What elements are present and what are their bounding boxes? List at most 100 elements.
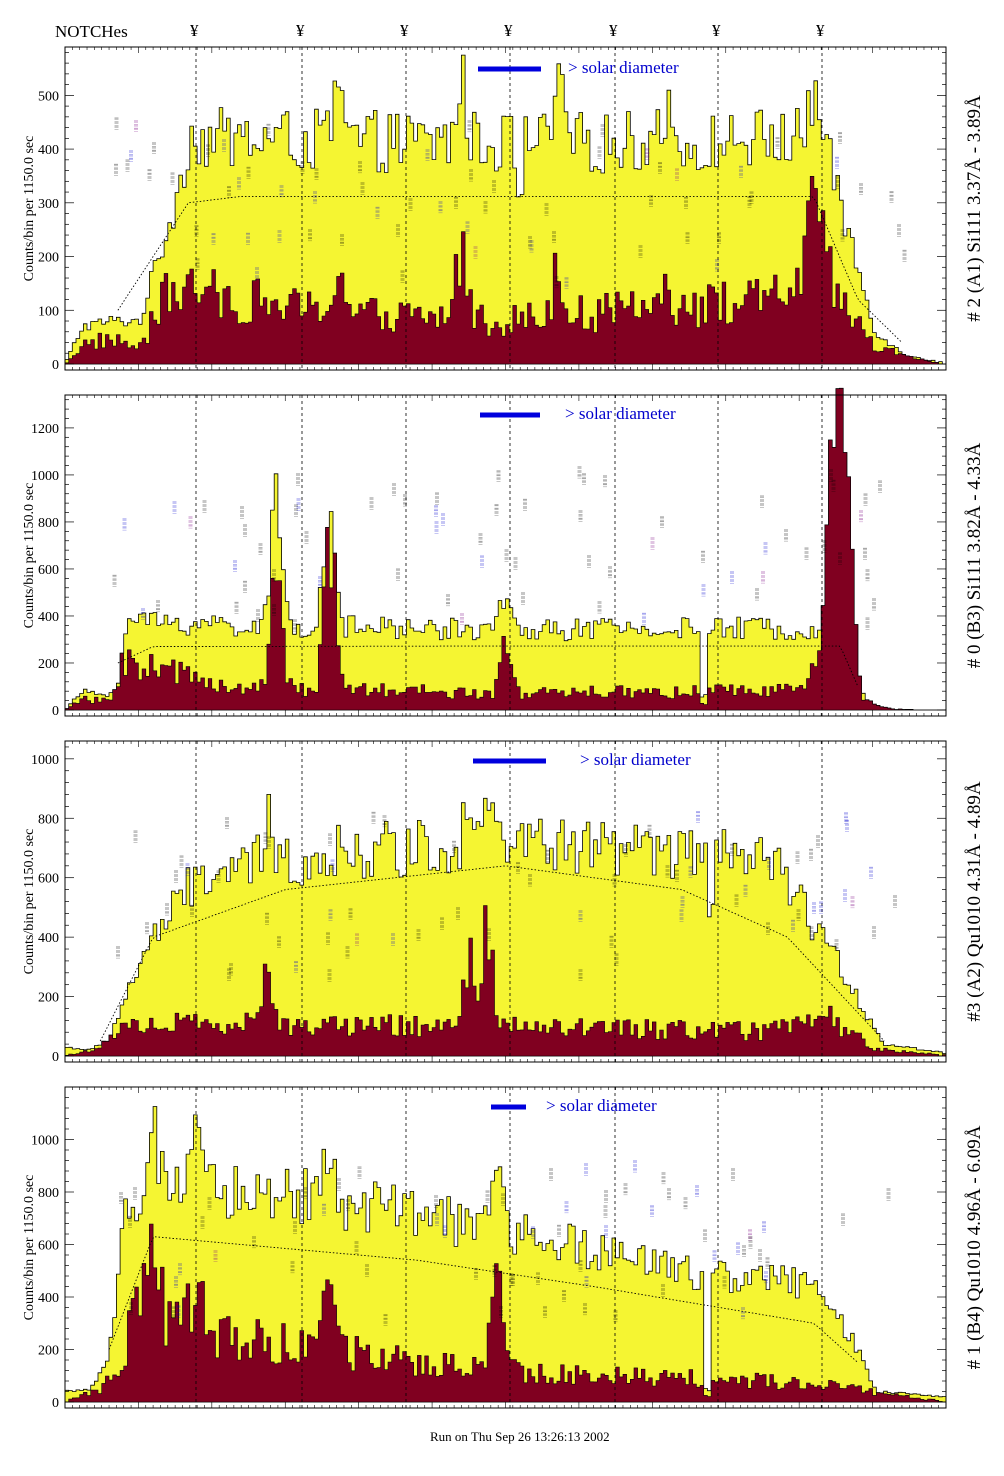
line-annotation-mark: | ||| ||| ||| bbox=[545, 850, 550, 862]
line-annotation-mark: | ||| ||| ||| bbox=[665, 865, 670, 877]
line-annotation-mark: | ||| ||| ||| bbox=[858, 510, 863, 522]
line-annotation-mark: | ||| ||| ||| bbox=[242, 581, 247, 593]
line-annotation-mark: | ||| ||| ||| bbox=[527, 236, 532, 248]
line-annotation-mark: | ||| ||| ||| bbox=[868, 867, 873, 879]
line-annotation-mark: | ||| ||| ||| bbox=[329, 859, 334, 871]
line-annotation-mark: | ||| ||| ||| bbox=[459, 613, 464, 625]
line-annotation-mark: | ||| ||| ||| bbox=[496, 470, 501, 482]
line-annotation-mark: | ||| ||| ||| bbox=[763, 542, 768, 554]
line-annotation-mark: | ||| ||| ||| bbox=[296, 498, 301, 510]
line-annotation-mark: | ||| ||| ||| bbox=[682, 1197, 687, 1209]
line-annotation-mark: | ||| ||| ||| bbox=[464, 221, 469, 233]
line-annotation-mark: | ||| ||| ||| bbox=[842, 889, 847, 901]
line-annotation-mark: | ||| ||| ||| bbox=[765, 1257, 770, 1269]
line-annotation-mark: | ||| ||| ||| bbox=[194, 258, 199, 270]
panel-title: # 0 (B3) Si111 3.82Å - 4.33Å bbox=[964, 442, 985, 668]
notch-symbol: ¥ bbox=[296, 21, 305, 40]
y-tick-label: 1000 bbox=[31, 1134, 59, 1149]
line-annotation-mark: | ||| ||| ||| bbox=[683, 197, 688, 209]
line-annotation-mark: | ||| ||| ||| bbox=[336, 1178, 341, 1190]
line-annotation-mark: | ||| ||| ||| bbox=[742, 885, 747, 897]
line-annotation-mark: | ||| ||| ||| bbox=[747, 196, 752, 208]
line-annotation-mark: | ||| ||| ||| bbox=[164, 903, 169, 915]
line-annotation-mark: | ||| ||| ||| bbox=[578, 910, 583, 922]
line-annotation-mark: | ||| ||| ||| bbox=[660, 1284, 665, 1296]
line-annotation-mark: | ||| ||| ||| bbox=[321, 1204, 326, 1216]
line-annotation-mark: | ||| ||| ||| bbox=[632, 1160, 637, 1172]
line-annotation-mark: | ||| ||| ||| bbox=[115, 946, 120, 958]
y-tick-label: 600 bbox=[38, 1239, 59, 1254]
line-annotation-mark: | ||| ||| ||| bbox=[902, 250, 907, 262]
histogram-panel-2: | ||| ||| |||| ||| ||| |||| ||| ||| ||||… bbox=[22, 387, 985, 719]
line-annotation-mark: | ||| ||| ||| bbox=[795, 851, 800, 863]
line-annotation-mark: | ||| ||| ||| bbox=[522, 499, 527, 511]
line-annotation-mark: | ||| ||| ||| bbox=[623, 844, 628, 856]
notches-label: NOTCHes bbox=[55, 22, 128, 41]
line-annotation-mark: | ||| ||| ||| bbox=[583, 1163, 588, 1175]
line-annotation-mark: | ||| ||| ||| bbox=[360, 182, 365, 194]
line-annotation-mark: | ||| ||| ||| bbox=[200, 1216, 205, 1228]
solar-diameter-label: > solar diameter bbox=[568, 58, 679, 77]
line-annotation-mark: | ||| ||| ||| bbox=[312, 191, 317, 203]
line-annotation-mark: | ||| ||| ||| bbox=[548, 1168, 553, 1180]
line-annotation-mark: | ||| ||| ||| bbox=[765, 922, 770, 934]
model-fit-curve bbox=[117, 195, 903, 343]
line-annotation-mark: | ||| ||| ||| bbox=[326, 969, 331, 981]
line-annotation-mark: | ||| ||| ||| bbox=[721, 1276, 726, 1288]
notch-symbol: ¥ bbox=[190, 21, 199, 40]
line-annotation-mark: | ||| ||| ||| bbox=[835, 176, 840, 188]
line-annotation-mark: | ||| ||| ||| bbox=[775, 137, 780, 149]
y-tick-label: 800 bbox=[38, 1186, 59, 1201]
line-annotation-mark: | ||| ||| ||| bbox=[147, 169, 152, 181]
line-annotation-mark: | ||| ||| ||| bbox=[473, 1268, 478, 1280]
line-annotation-mark: | ||| ||| ||| bbox=[679, 909, 684, 921]
line-annotation-mark: | ||| ||| ||| bbox=[440, 513, 445, 525]
line-annotation-mark: | ||| ||| ||| bbox=[317, 576, 322, 588]
line-annotation-mark: | ||| ||| ||| bbox=[468, 169, 473, 181]
line-annotation-mark: | ||| ||| ||| bbox=[611, 874, 616, 886]
line-annotation-mark: | ||| ||| ||| bbox=[433, 505, 438, 517]
line-annotation-mark: | ||| ||| ||| bbox=[173, 870, 178, 882]
line-annotation-mark: | ||| ||| ||| bbox=[293, 961, 298, 973]
y-axis-label: Counts/bin per 1150.0 sec bbox=[22, 483, 37, 629]
panel-title: #3 (A2) Qu1010 4.31Å - 4.89Å bbox=[964, 781, 985, 1021]
line-annotation-mark: | ||| ||| ||| bbox=[202, 500, 207, 512]
line-annotation-mark: | ||| ||| ||| bbox=[485, 1190, 490, 1202]
line-annotation-mark: | ||| ||| ||| bbox=[738, 166, 743, 178]
line-annotation-mark: | ||| ||| ||| bbox=[889, 191, 894, 203]
line-annotation-mark: | ||| ||| ||| bbox=[790, 920, 795, 932]
panel-title: # 2 (A1) Si111 3.37Å - 3.89Å bbox=[964, 95, 985, 322]
line-annotation-mark: | ||| ||| ||| bbox=[734, 894, 739, 906]
line-annotation-mark: | ||| ||| ||| bbox=[434, 1213, 439, 1225]
line-annotation-mark: | ||| ||| ||| bbox=[303, 1187, 308, 1199]
line-annotation-mark: | ||| ||| ||| bbox=[140, 608, 145, 620]
line-annotation-mark: | ||| ||| ||| bbox=[730, 1168, 735, 1180]
notch-symbol: ¥ bbox=[400, 21, 409, 40]
line-annotation-mark: | ||| ||| ||| bbox=[127, 1216, 132, 1228]
line-annotation-mark: | ||| ||| ||| bbox=[543, 203, 548, 215]
line-annotation-mark: | ||| ||| ||| bbox=[125, 159, 130, 171]
line-annotation-mark: | ||| ||| ||| bbox=[354, 1241, 359, 1253]
line-annotation-mark: | ||| ||| ||| bbox=[295, 473, 300, 485]
line-annotation-mark: | ||| ||| ||| bbox=[236, 177, 241, 189]
line-annotation-mark: | ||| ||| ||| bbox=[804, 547, 809, 559]
line-annotation-mark: | ||| ||| ||| bbox=[395, 224, 400, 236]
line-annotation-mark: | ||| ||| ||| bbox=[796, 909, 801, 921]
line-annotation-mark: | ||| ||| ||| bbox=[451, 841, 456, 853]
y-axis-label: Counts/bin per 1150.0 sec bbox=[22, 1175, 37, 1321]
line-annotation-mark: | ||| ||| ||| bbox=[215, 870, 220, 882]
line-annotation-mark: | ||| ||| ||| bbox=[307, 229, 312, 241]
line-annotation-mark: | ||| ||| ||| bbox=[113, 164, 118, 176]
y-tick-label: 0 bbox=[52, 1050, 59, 1065]
line-annotation-mark: | ||| ||| ||| bbox=[293, 504, 298, 516]
model-fit-curve bbox=[117, 645, 859, 687]
line-annotation-mark: | ||| ||| ||| bbox=[357, 161, 362, 173]
y-tick-label: 200 bbox=[38, 1344, 59, 1359]
line-annotation-mark: | ||| ||| ||| bbox=[473, 246, 478, 258]
line-annotation-mark: | ||| ||| ||| bbox=[564, 1201, 569, 1213]
line-annotation-mark: | ||| ||| ||| bbox=[434, 492, 439, 504]
line-annotation-mark: | ||| ||| ||| bbox=[584, 1276, 589, 1288]
line-annotation-mark: | ||| ||| ||| bbox=[666, 1188, 671, 1200]
y-tick-label: 0 bbox=[52, 358, 59, 373]
line-annotation-mark: | ||| ||| ||| bbox=[254, 267, 259, 279]
